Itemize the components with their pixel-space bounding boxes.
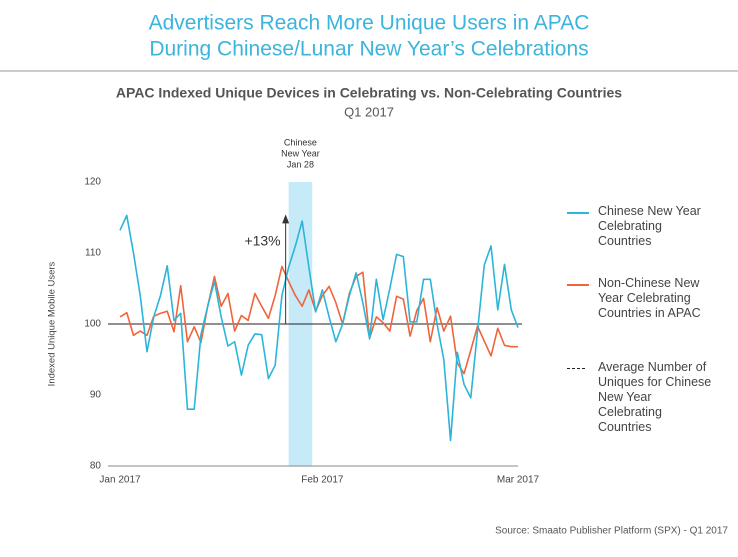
- y-tick-label: 110: [85, 248, 101, 259]
- legend-label: Average Number of Uniques for Chinese Ne…: [598, 360, 712, 434]
- y-tick-label: 90: [90, 390, 102, 401]
- annotation: +13%: [244, 233, 280, 249]
- y-axis-label: Indexed Unique Mobile Users: [47, 261, 58, 386]
- source: Source: Smaato Publisher Platform (SPX) …: [495, 526, 728, 537]
- highlight-label: New Year: [281, 148, 320, 158]
- series-line: [119, 214, 519, 442]
- x-tick-label: Feb 2017: [301, 475, 344, 486]
- page-title: Advertisers Reach More Unique Users in A…: [149, 12, 590, 35]
- x-tick-label: Jan 2017: [99, 475, 141, 486]
- annotation-arrowhead: [282, 214, 290, 224]
- chart-subtitle: Q1 2017: [344, 104, 394, 119]
- legend-label: Non-Chinese New Year Celebrating Countri…: [598, 276, 701, 320]
- legend-swatch: [567, 368, 585, 369]
- x-tick-label: Mar 2017: [497, 475, 540, 486]
- chart-title: APAC Indexed Unique Devices in Celebrati…: [116, 85, 622, 101]
- legend-label: Chinese New Year Celebrating Countries: [598, 204, 701, 248]
- legend-swatch: [567, 212, 589, 214]
- highlight-label: Jan 28: [287, 159, 314, 169]
- legend-swatch: [567, 284, 589, 286]
- y-tick-label: 100: [84, 319, 101, 330]
- y-tick-label: 80: [90, 461, 102, 472]
- y-tick-label: 120: [84, 177, 101, 188]
- highlight-label: Chinese: [284, 137, 317, 147]
- page-title: During Chinese/Lunar New Year’s Celebrat…: [149, 38, 588, 61]
